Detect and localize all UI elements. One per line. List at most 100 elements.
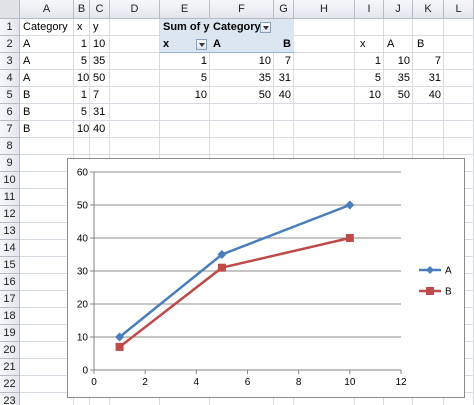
column-header-i[interactable]: I (355, 0, 384, 19)
pivot-cell-f4[interactable]: 35 (258, 72, 271, 84)
cell-b5[interactable]: 1 (80, 89, 87, 101)
cell-b3[interactable]: 5 (80, 55, 87, 67)
row-header-6[interactable]: 6 (0, 104, 20, 121)
cell-c4[interactable]: 50 (93, 72, 106, 84)
row-header-15[interactable]: 15 (0, 257, 20, 274)
column-header-g[interactable]: G (274, 0, 294, 19)
cell-a7[interactable]: B (23, 123, 31, 135)
series-point-a (345, 200, 355, 210)
cell-a2[interactable]: A (23, 38, 31, 50)
pivot-cell-g3[interactable]: 7 (284, 55, 291, 67)
column-header-l[interactable]: L (444, 0, 474, 19)
column-header-b[interactable]: B (74, 0, 90, 19)
x-tick-label: 10 (344, 377, 356, 388)
column-header-k[interactable]: K (413, 0, 444, 19)
cell-k4[interactable]: 31 (428, 72, 441, 84)
row-header-17[interactable]: 17 (0, 291, 20, 308)
cell-j5[interactable]: 50 (397, 89, 410, 101)
cell-j4[interactable]: 35 (397, 72, 410, 84)
y-tick-label: 50 (77, 201, 89, 212)
pivot-col-a-header[interactable]: A (210, 36, 274, 53)
pivot-g1-header[interactable] (274, 19, 294, 36)
row-header-7[interactable]: 7 (0, 121, 20, 138)
cell-c7[interactable]: 40 (93, 123, 106, 135)
legend-marker-b (426, 287, 434, 295)
column-header-h[interactable]: H (294, 0, 355, 19)
cell-i3[interactable]: 1 (374, 55, 381, 67)
cell-k5[interactable]: 40 (428, 89, 441, 101)
cell-c5[interactable]: 7 (93, 89, 100, 101)
pivot-x-filter-button[interactable] (196, 39, 207, 50)
cell-a4[interactable]: A (23, 72, 31, 84)
row-header-12[interactable]: 12 (0, 206, 20, 223)
row-header-19[interactable]: 19 (0, 325, 20, 342)
select-all-corner[interactable] (0, 0, 20, 19)
cell-i4[interactable]: 5 (374, 72, 381, 84)
y-tick-label: 60 (77, 168, 89, 179)
cell-a6[interactable]: B (23, 106, 31, 118)
column-header-c[interactable]: C (90, 0, 110, 19)
row-header-1[interactable]: 1 (0, 19, 20, 36)
cell-c3[interactable]: 35 (93, 55, 106, 67)
cell-j3[interactable]: 10 (397, 55, 410, 67)
row-header-23[interactable]: 23 (0, 393, 20, 405)
row-header-22[interactable]: 22 (0, 376, 20, 393)
cell-b2[interactable]: 1 (80, 38, 87, 50)
cell-a5[interactable]: B (23, 89, 31, 101)
cell-b4[interactable]: 10 (77, 72, 90, 84)
column-header-f[interactable]: F (210, 0, 274, 19)
pivot-category-header[interactable]: Category (210, 19, 274, 36)
cell-j2[interactable]: A (387, 38, 395, 50)
cell-c2[interactable]: 10 (93, 38, 106, 50)
pivot-category-filter-button[interactable] (260, 22, 271, 33)
cell-i5[interactable]: 10 (368, 89, 381, 101)
row-header-3[interactable]: 3 (0, 53, 20, 70)
row-header-16[interactable]: 16 (0, 274, 20, 291)
series-line-b (118, 236, 351, 348)
pivot-cell-g5[interactable]: 40 (278, 89, 291, 101)
row-header-13[interactable]: 13 (0, 223, 20, 240)
column-header-a[interactable]: A (20, 0, 74, 19)
gridline-horizontal (20, 69, 474, 70)
column-header-e[interactable]: E (160, 0, 210, 19)
cell-a3[interactable]: A (23, 55, 31, 67)
pivot-col-b-header[interactable]: B (274, 36, 294, 53)
cell-b6[interactable]: 5 (80, 106, 87, 118)
cell-a1[interactable]: Category (23, 21, 68, 33)
column-header-j[interactable]: J (384, 0, 413, 19)
cell-b1[interactable]: x (77, 21, 83, 33)
pivot-cell-g4[interactable]: 31 (278, 72, 291, 84)
pivot-cell-e4[interactable]: 5 (200, 72, 207, 84)
cell-c1[interactable]: y (93, 21, 99, 33)
pivot-cell-e3[interactable]: 1 (200, 55, 207, 67)
line-chart[interactable]: 0 10 20 30 40 50 60 0 2 4 6 8 10 12 A B (67, 158, 465, 398)
row-header-5[interactable]: 5 (0, 87, 20, 104)
row-header-4[interactable]: 4 (0, 70, 20, 87)
cell-c6[interactable]: 31 (93, 106, 106, 118)
row-header-2[interactable]: 2 (0, 36, 20, 53)
row-header-11[interactable]: 11 (0, 189, 20, 206)
row-header-20[interactable]: 20 (0, 342, 20, 359)
x-tick-label: 12 (395, 377, 407, 388)
pivot-cell-f3[interactable]: 10 (258, 55, 271, 67)
row-header-18[interactable]: 18 (0, 308, 20, 325)
row-header-9[interactable]: 9 (0, 155, 20, 172)
row-header-10[interactable]: 10 (0, 172, 20, 189)
series-point-b (115, 342, 124, 351)
cell-k3[interactable]: 7 (434, 55, 441, 67)
pivot-sum-of-y-header[interactable]: Sum of y (160, 19, 210, 36)
pivot-cell-e5[interactable]: 10 (194, 89, 207, 101)
column-header-d[interactable]: D (110, 0, 160, 19)
cell-k2[interactable]: B (417, 38, 425, 50)
pivot-cell-f5[interactable]: 50 (258, 89, 271, 101)
row-header-21[interactable]: 21 (0, 359, 20, 376)
x-tick-label: 6 (245, 377, 251, 388)
cell-b7[interactable]: 10 (77, 123, 90, 135)
legend-label-b: B (445, 287, 452, 298)
row-header-14[interactable]: 14 (0, 240, 20, 257)
row-header-8[interactable]: 8 (0, 138, 20, 155)
y-tick-label: 40 (77, 234, 89, 245)
legend-marker-a (426, 266, 434, 274)
series-point-b (217, 263, 226, 272)
cell-i2[interactable]: x (360, 38, 366, 50)
